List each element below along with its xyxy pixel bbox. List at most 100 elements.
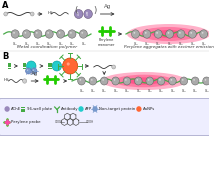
Text: AFP: AFP [85,107,92,111]
Circle shape [188,30,196,38]
Text: $S_n$: $S_n$ [79,87,84,95]
Circle shape [11,30,19,38]
Text: $S_n$: $S_n$ [178,40,184,48]
Circle shape [145,32,147,34]
Text: Perylene probe: Perylene probe [11,120,41,124]
Ellipse shape [127,77,161,85]
Ellipse shape [101,72,187,90]
Circle shape [31,13,32,14]
Circle shape [203,77,210,85]
Circle shape [135,77,142,85]
Text: COOH: COOH [86,120,94,124]
Circle shape [205,79,206,81]
Text: $S_n$: $S_n$ [155,40,161,48]
Bar [23,65,26,67]
Circle shape [136,106,141,112]
Text: Ag: Ag [104,4,112,9]
Ellipse shape [114,75,174,87]
Circle shape [89,77,97,85]
FancyBboxPatch shape [0,98,210,136]
Ellipse shape [139,27,198,41]
Circle shape [146,77,154,85]
Circle shape [179,32,181,34]
Text: $S_n$: $S_n$ [69,40,75,48]
Text: $S_n$: $S_n$ [81,40,86,48]
Text: $S_n$: $S_n$ [144,40,150,48]
Circle shape [168,32,169,34]
Text: $S_n$: $S_n$ [190,40,195,48]
Circle shape [177,30,185,38]
Text: $S_n$: $S_n$ [204,87,209,95]
Text: S: S [86,12,88,16]
Text: $S_n$: $S_n$ [113,87,118,95]
Text: Perylene
monomer: Perylene monomer [97,38,115,47]
Circle shape [78,106,84,112]
Circle shape [52,61,62,71]
Text: Ag: Ag [31,71,39,76]
Bar [23,63,26,64]
Bar [23,67,26,69]
Text: Perylene aggregates with excimer emission: Perylene aggregates with excimer emissio… [124,45,213,49]
Circle shape [34,30,42,38]
Circle shape [112,65,116,69]
Circle shape [114,79,115,81]
Circle shape [78,77,85,85]
Text: $S_n$: $S_n$ [58,40,63,48]
Text: $S_n$: $S_n$ [147,87,152,95]
Text: $S_n$: $S_n$ [181,87,187,95]
Circle shape [154,30,162,38]
Text: Non-target protein: Non-target protein [99,107,135,111]
Circle shape [5,13,6,14]
Text: $S_n$: $S_n$ [35,40,41,48]
Text: $S_n$: $S_n$ [12,40,18,48]
Circle shape [74,9,83,19]
Circle shape [131,30,139,38]
Circle shape [68,30,76,38]
Circle shape [26,68,31,74]
Ellipse shape [152,30,185,38]
Circle shape [166,30,173,38]
Text: AChE: AChE [11,107,21,111]
Circle shape [92,106,98,112]
Bar [48,63,52,64]
Circle shape [91,79,93,81]
Circle shape [193,79,195,81]
Bar [48,67,52,69]
Circle shape [123,77,131,85]
Circle shape [57,30,65,38]
Text: $S_n$: $S_n$ [135,87,141,95]
Text: B: B [2,52,8,61]
Circle shape [33,70,34,71]
Circle shape [47,32,49,34]
Circle shape [136,79,138,81]
Text: $S_n$: $S_n$ [101,87,107,95]
Circle shape [4,106,10,112]
Circle shape [180,77,188,85]
Circle shape [156,32,158,34]
Circle shape [27,70,28,71]
Circle shape [202,32,204,34]
Text: $S_n$: $S_n$ [201,40,206,48]
Circle shape [86,12,88,14]
Circle shape [81,32,83,34]
Circle shape [171,79,172,81]
Circle shape [31,68,37,74]
Bar [21,108,25,110]
Text: HS: HS [47,12,53,15]
Ellipse shape [127,24,210,44]
Circle shape [23,79,27,83]
Text: ): ) [94,6,97,15]
Text: Metal coordination polymer: Metal coordination polymer [17,45,77,49]
Circle shape [4,12,8,16]
Circle shape [143,30,151,38]
Circle shape [157,77,165,85]
Circle shape [84,9,92,19]
Circle shape [148,79,149,81]
Text: COOH: COOH [55,120,63,124]
Circle shape [70,32,72,34]
Circle shape [79,30,87,38]
Bar [21,107,25,108]
Text: AuNPs: AuNPs [143,107,155,111]
Bar [21,110,25,112]
Circle shape [100,77,108,85]
